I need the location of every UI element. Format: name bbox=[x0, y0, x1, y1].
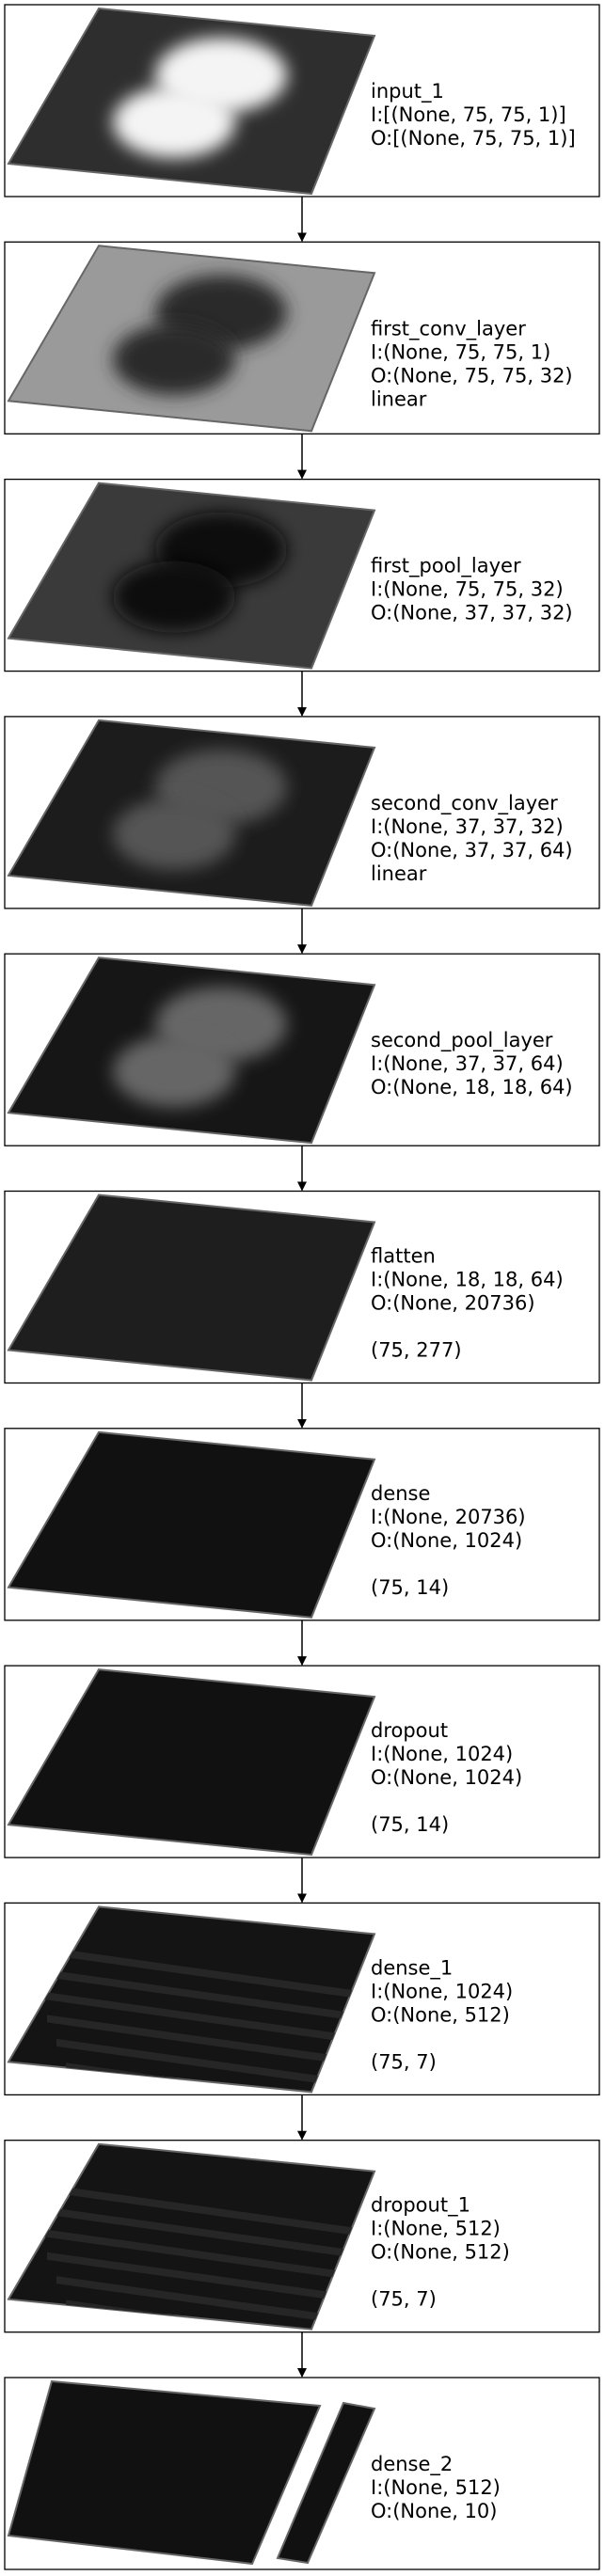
layer-output: O:[(None, 75, 75, 1)] bbox=[371, 127, 576, 150]
feature-blob-group bbox=[113, 512, 287, 633]
layer-input: I:(None, 37, 37, 32) bbox=[371, 815, 564, 838]
layer-box: dense_1I:(None, 1024)O:(None, 512) (75, 7… bbox=[4, 1902, 600, 2096]
feature-stripe bbox=[38, 1991, 374, 2047]
feature-blob bbox=[113, 324, 235, 396]
feature-blob-group bbox=[113, 275, 287, 396]
layer-input: I:(None, 18, 18, 64) bbox=[371, 1269, 564, 1291]
layer-input: I:(None, 37, 37, 64) bbox=[371, 1052, 564, 1075]
layer-shape: (75, 14) bbox=[371, 1576, 449, 1599]
layer-name: dense_1 bbox=[371, 1956, 453, 1980]
feature-blob bbox=[113, 87, 235, 158]
layer-name: dropout_1 bbox=[371, 2194, 470, 2218]
feature-map bbox=[7, 1430, 376, 1619]
layer-name: dropout bbox=[371, 1719, 448, 1742]
layer-activation: linear bbox=[371, 387, 427, 410]
layer-box: dense_2I:(None, 512)O:(None, 10) bbox=[4, 2377, 600, 2570]
layer-shape: (75, 7) bbox=[371, 2288, 437, 2311]
feature-map bbox=[7, 1668, 376, 1857]
feature-blob-group bbox=[113, 38, 287, 158]
layer-output: O:(None, 37, 37, 64) bbox=[371, 839, 573, 861]
feature-stripe bbox=[47, 2015, 374, 2071]
layer-input: I:(None, 75, 75, 32) bbox=[371, 578, 564, 601]
feature-blob bbox=[113, 798, 235, 870]
layer-input: I:(None, 20736) bbox=[371, 1506, 526, 1528]
feature-stripe bbox=[19, 1943, 358, 1999]
layer-shape: (75, 14) bbox=[371, 1813, 449, 1836]
feature-stripe bbox=[28, 1967, 367, 2023]
layer-name: first_conv_layer bbox=[371, 317, 526, 340]
layer-output: O:(None, 10) bbox=[371, 2500, 497, 2522]
feature-blob bbox=[113, 561, 235, 633]
layer-box: dropout_1I:(None, 512)O:(None, 512) (75, … bbox=[4, 2140, 600, 2333]
layer-output: O:(None, 1024) bbox=[371, 1529, 522, 1552]
layer-output: O:(None, 75, 75, 32) bbox=[371, 364, 573, 387]
feature-blob bbox=[113, 1035, 235, 1108]
layer-input: I:(None, 1024) bbox=[371, 1743, 513, 1765]
layer-name: second_pool_layer bbox=[371, 1029, 553, 1052]
layer-input: I:[(None, 75, 75, 1)] bbox=[371, 103, 566, 126]
layer-name: flatten bbox=[371, 1245, 436, 1268]
layer-input: I:(None, 512) bbox=[371, 2218, 501, 2240]
layer-shape: (75, 7) bbox=[371, 2050, 437, 2073]
layer-input: I:(None, 75, 75, 1) bbox=[371, 340, 550, 363]
layer-shape: (75, 277) bbox=[371, 1339, 462, 1362]
layer-name: input_1 bbox=[371, 80, 444, 103]
layer-output: O:(None, 512) bbox=[371, 2241, 510, 2264]
layer-input: I:(None, 1024) bbox=[371, 1980, 513, 2002]
feature-stripe bbox=[38, 2228, 374, 2284]
feature-stripe bbox=[19, 2180, 358, 2236]
feature-blob-group bbox=[113, 987, 287, 1108]
layer-output: O:(None, 20736) bbox=[371, 1292, 535, 1315]
feature-stripe bbox=[28, 2204, 367, 2260]
feature-stripe bbox=[56, 2038, 374, 2093]
layer-name: dense_2 bbox=[371, 2453, 453, 2476]
layer-name: first_pool_layer bbox=[371, 555, 521, 578]
output-strip bbox=[276, 2401, 376, 2565]
layer-name: dense bbox=[371, 1482, 430, 1505]
layer-activation: linear bbox=[371, 862, 427, 885]
layer-output: O:(None, 37, 37, 32) bbox=[371, 602, 573, 624]
layer-box: input_1I:[(None, 75, 75, 1)]O:[(None, 75… bbox=[4, 4, 600, 198]
layer-name: second_conv_layer bbox=[371, 792, 558, 815]
layer-output: O:(None, 1024) bbox=[371, 1766, 522, 1789]
feature-map bbox=[7, 2379, 322, 2566]
layer-output: O:(None, 512) bbox=[371, 2003, 510, 2026]
feature-map bbox=[7, 1193, 376, 1382]
feature-blob-group bbox=[113, 749, 287, 870]
layer-input: I:(None, 512) bbox=[371, 2476, 501, 2499]
feature-stripe bbox=[56, 2276, 374, 2330]
layer-output: O:(None, 18, 18, 64) bbox=[371, 1076, 573, 1098]
feature-stripe bbox=[47, 2252, 374, 2308]
